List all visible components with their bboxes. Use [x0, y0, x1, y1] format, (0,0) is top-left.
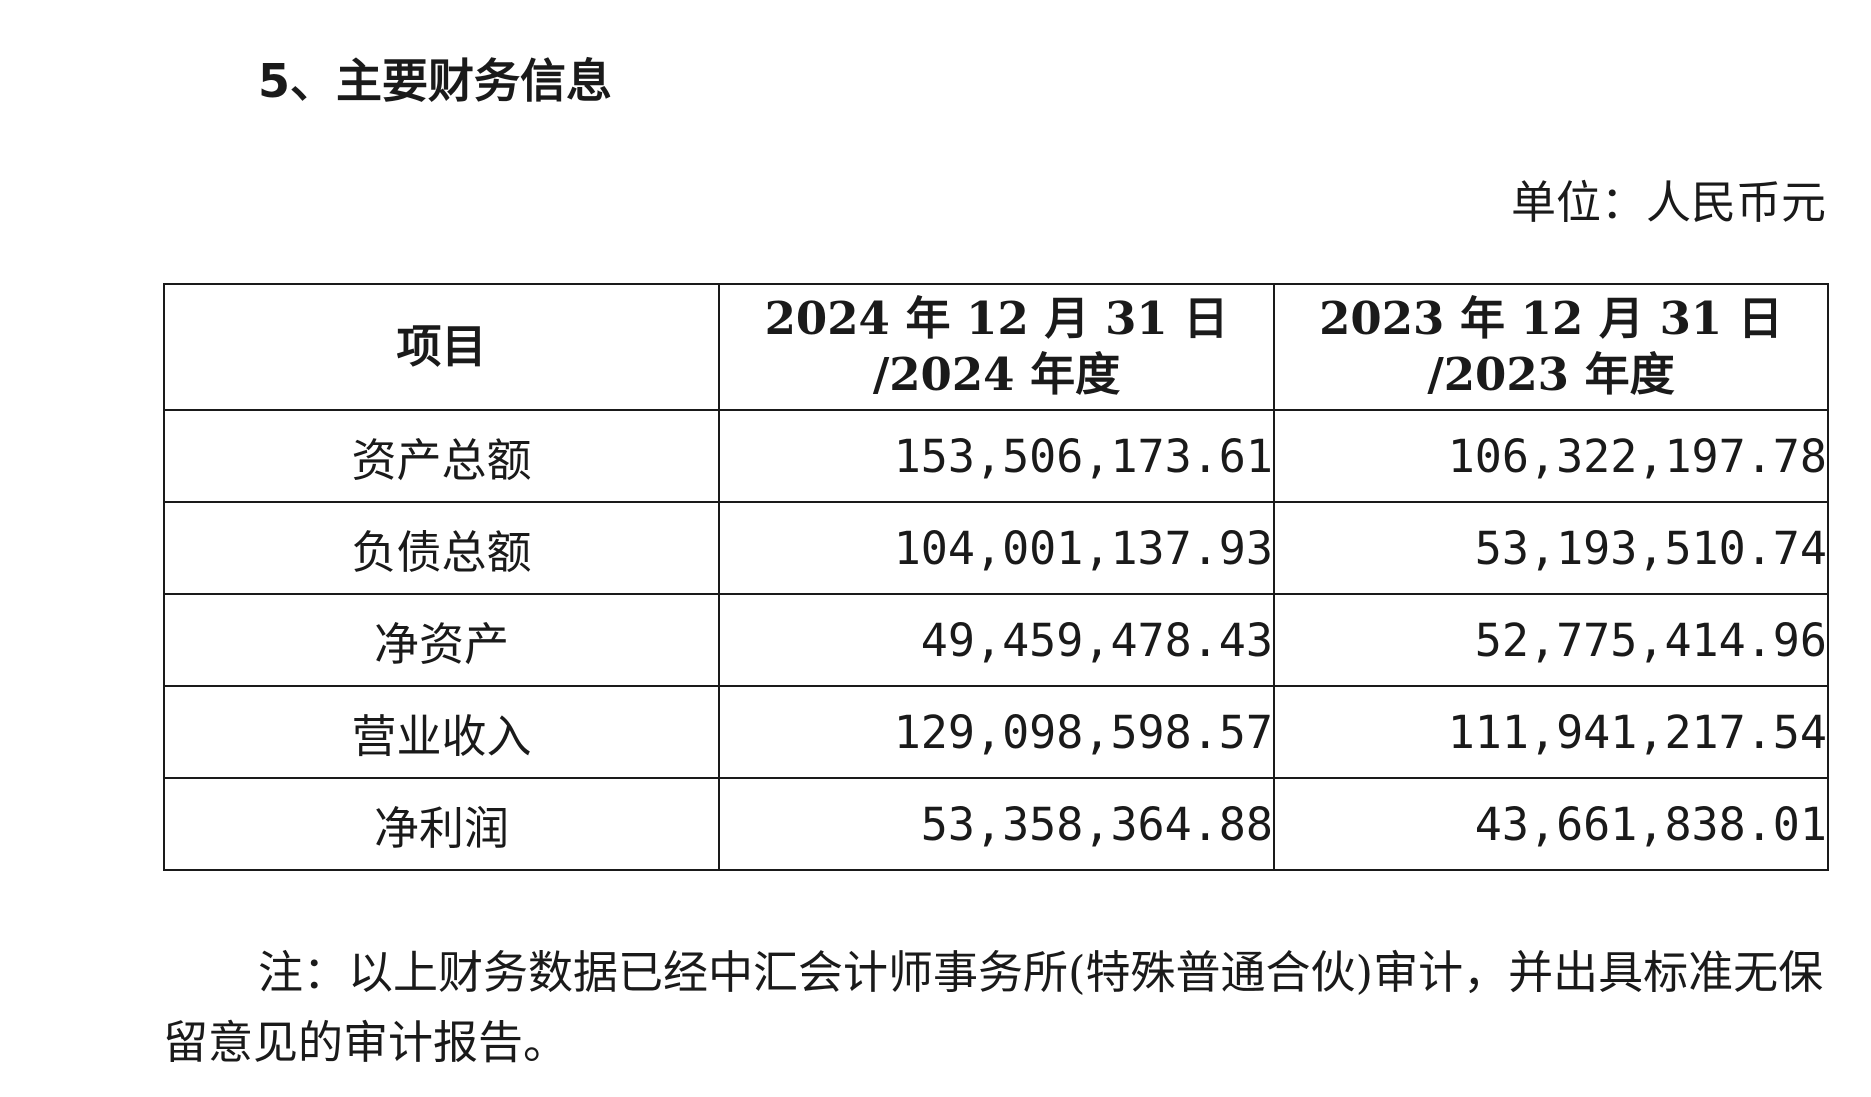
- header-2024: 2024 年 12 月 31 日 /2024 年度: [718, 283, 1275, 411]
- value-2023: 111,941,217.54: [1273, 685, 1829, 779]
- header-2024-line2: /2024 年度: [872, 348, 1121, 401]
- table-row: 净资产 49,459,478.43 52,775,414.96: [163, 593, 1829, 687]
- header-2023: 2023 年 12 月 31 日 /2023 年度: [1273, 283, 1829, 411]
- value-2024: 129,098,598.57: [718, 685, 1275, 779]
- section-title: 5、主要财务信息: [258, 54, 613, 108]
- value-2023: 106,322,197.78: [1273, 409, 1829, 503]
- row-label: 负债总额: [163, 501, 720, 595]
- table-row: 营业收入 129,098,598.57 111,941,217.54: [163, 685, 1829, 779]
- unit-label: 单位：人民币元: [1510, 176, 1826, 229]
- table-header-row: 项目 2024 年 12 月 31 日 /2024 年度 2023 年 12 月…: [163, 283, 1829, 411]
- table-row: 负债总额 104,001,137.93 53,193,510.74: [163, 501, 1829, 595]
- header-2023-line2: /2023 年度: [1427, 348, 1675, 401]
- audit-note: 注：以上财务数据已经中汇会计师事务所(特殊普通合伙)审计，并出具标准无保留意见的…: [163, 946, 1824, 1069]
- row-label: 净利润: [163, 777, 720, 871]
- row-label: 资产总额: [163, 409, 720, 503]
- value-2024: 153,506,173.61: [718, 409, 1275, 503]
- row-label: 净资产: [163, 593, 720, 687]
- table-row: 净利润 53,358,364.88 43,661,838.01: [163, 777, 1829, 871]
- row-label: 营业收入: [163, 685, 720, 779]
- table-row: 资产总额 153,506,173.61 106,322,197.78: [163, 409, 1829, 503]
- header-item: 项目: [163, 283, 720, 411]
- value-2024: 53,358,364.88: [718, 777, 1275, 871]
- header-2024-line1: 2024 年 12 月 31 日: [764, 292, 1229, 345]
- header-2023-line1: 2023 年 12 月 31 日: [1319, 292, 1783, 345]
- value-2023: 52,775,414.96: [1273, 593, 1829, 687]
- value-2023: 53,193,510.74: [1273, 501, 1829, 595]
- value-2024: 104,001,137.93: [718, 501, 1275, 595]
- value-2024: 49,459,478.43: [718, 593, 1275, 687]
- financial-table: 项目 2024 年 12 月 31 日 /2024 年度 2023 年 12 月…: [163, 283, 1829, 871]
- value-2023: 43,661,838.01: [1273, 777, 1829, 871]
